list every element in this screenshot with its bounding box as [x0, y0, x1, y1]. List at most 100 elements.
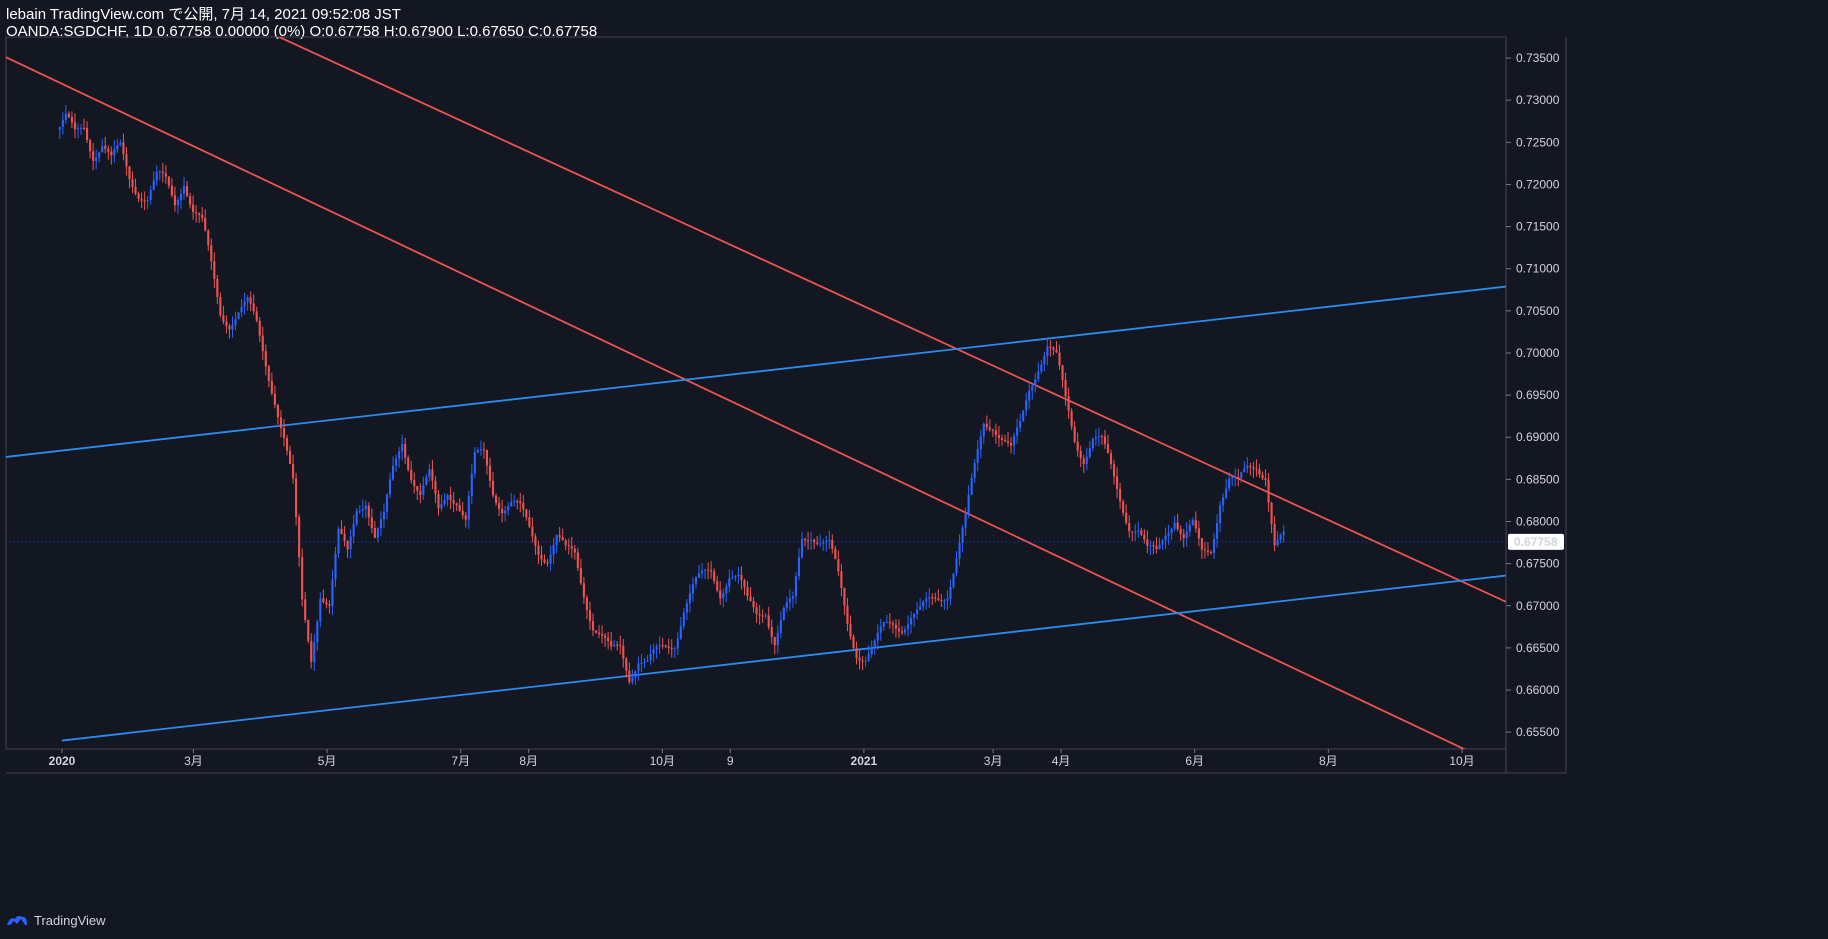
- time-axis[interactable]: 2020 3月 5月 7月 8月 10月 9 2021 3月 4月 6月 8月 10月: [49, 749, 1475, 768]
- candle-body: [1270, 502, 1273, 525]
- candle-body: [1009, 442, 1013, 446]
- candle-body: [395, 458, 398, 466]
- candle-body: [1234, 476, 1237, 478]
- candle-body: [1046, 346, 1049, 357]
- candle-body: [1191, 520, 1194, 526]
- candle-body: [276, 404, 279, 418]
- candle-body: [946, 599, 949, 601]
- candle-body: [716, 581, 719, 591]
- y-tick-label: 0.67000: [1516, 599, 1560, 613]
- y-tick-label: 0.71000: [1516, 262, 1560, 276]
- candle-body: [134, 187, 137, 194]
- candle-body: [931, 597, 934, 599]
- candle-body: [301, 557, 304, 600]
- candle-body: [700, 570, 704, 574]
- candle-body: [628, 670, 631, 683]
- candle-body: [1228, 478, 1231, 489]
- candle-body: [1076, 441, 1079, 451]
- candle-body: [858, 657, 861, 661]
- candle-body: [131, 179, 134, 188]
- candle-body: [140, 198, 143, 201]
- candle-body: [964, 513, 967, 528]
- candle-body: [655, 646, 658, 650]
- candle-body: [455, 503, 458, 506]
- candle-body: [1212, 538, 1216, 554]
- candle-body: [1179, 528, 1182, 534]
- candle-body: [373, 527, 376, 538]
- candle-body: [1155, 546, 1158, 550]
- y-tick-label: 0.65500: [1516, 725, 1560, 739]
- candle-body: [210, 245, 213, 262]
- candle-body: [513, 501, 516, 503]
- candle-body: [473, 452, 476, 474]
- candle-body: [940, 600, 943, 602]
- candle-body: [331, 579, 334, 606]
- candle-body: [903, 629, 907, 633]
- candle-body: [488, 465, 492, 481]
- candle-body: [958, 543, 961, 559]
- candle-body: [607, 637, 610, 642]
- candle-body: [849, 623, 852, 637]
- candle-body: [991, 429, 994, 431]
- candle-body: [1222, 497, 1225, 506]
- candle-body: [785, 602, 788, 608]
- candle-body: [952, 573, 955, 588]
- candle-body: [437, 493, 440, 509]
- symbol-ohlc-info: OANDA:SGDCHF, 1D 0.67758 0.00000 (0%) O:…: [6, 23, 598, 40]
- candle-body: [1137, 530, 1140, 532]
- candle-body: [316, 621, 319, 643]
- candle-body: [879, 626, 882, 633]
- candle-body: [1025, 400, 1028, 411]
- candle-body: [973, 462, 976, 478]
- candle-body: [813, 539, 816, 543]
- candle-body: [243, 301, 246, 307]
- candle-body: [876, 632, 879, 641]
- candle-body: [352, 523, 355, 537]
- candle-body: [407, 457, 410, 470]
- x-tick-label: 3月: [984, 754, 1003, 768]
- candle-body: [458, 505, 461, 511]
- candle-body: [340, 528, 343, 534]
- candle-body: [192, 204, 195, 212]
- candle-body: [76, 128, 80, 130]
- candle-body: [222, 315, 225, 322]
- y-tick-label: 0.69500: [1516, 388, 1560, 402]
- chart-header: lebain TradingView.com で公開, 7月 14, 2021 …: [6, 6, 597, 40]
- candle-body: [113, 149, 116, 156]
- candle-body: [1267, 480, 1270, 503]
- candle-body: [231, 324, 234, 330]
- candle-body: [997, 435, 1000, 439]
- candle-body: [482, 449, 485, 451]
- candle-body: [370, 517, 373, 528]
- candle-body: [425, 476, 428, 486]
- candle-body: [803, 539, 807, 541]
- candle-body: [322, 598, 325, 603]
- candle-body: [1064, 380, 1067, 397]
- candle-body: [822, 542, 825, 544]
- candle-body: [1079, 450, 1082, 459]
- candle-body: [1028, 390, 1031, 401]
- candle-body: [816, 542, 819, 544]
- candle-body: [728, 578, 731, 587]
- x-tick-label: 3月: [184, 754, 203, 768]
- candle-body: [764, 615, 767, 617]
- candle-body: [398, 451, 401, 459]
- candle-body: [237, 312, 240, 320]
- candle-body: [961, 527, 964, 544]
- candle-body: [679, 626, 682, 639]
- candle-body: [307, 620, 310, 642]
- candle-body: [885, 622, 888, 624]
- candle-body: [894, 624, 897, 629]
- candle-body: [994, 430, 997, 436]
- candle-body: [576, 552, 579, 568]
- candle-body: [185, 186, 189, 197]
- candle-body: [916, 609, 919, 614]
- candle-body: [213, 261, 216, 279]
- candle-body: [1067, 396, 1070, 412]
- candle-body: [979, 436, 982, 450]
- candle-body: [770, 627, 773, 637]
- candle-body: [146, 199, 149, 201]
- price-axis[interactable]: 0.73500 0.73000 0.72500 0.72000 0.71500 0.710…: [1506, 51, 1560, 739]
- candle-body: [800, 539, 804, 558]
